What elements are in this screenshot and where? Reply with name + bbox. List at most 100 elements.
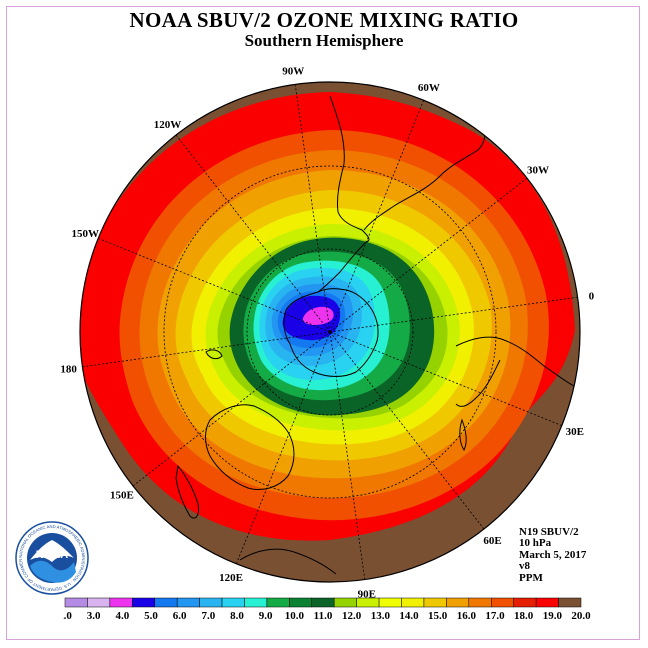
colorbar-swatch	[266, 597, 290, 608]
meridian-line	[329, 100, 425, 333]
colorbar-label: 8.0	[230, 610, 244, 622]
meridian-line	[329, 331, 366, 580]
colorbar-swatch	[468, 597, 492, 608]
colorbar-swatch	[199, 597, 223, 608]
colorbar-swatch	[154, 597, 178, 608]
latitude-circle-60	[246, 248, 414, 416]
colorbar-label: 18.0	[514, 610, 534, 622]
colorbar-label: 19.0	[543, 610, 563, 622]
australia-coast	[205, 404, 295, 490]
colorbar-label: 13.0	[371, 610, 391, 622]
colorbar-label: 12.0	[342, 610, 362, 622]
colorbar-swatch	[535, 597, 559, 608]
colorbar-label: 17.0	[485, 610, 505, 622]
longitude-label: 90E	[358, 588, 376, 600]
longitude-label: 90W	[282, 66, 304, 78]
colorbar-swatch	[401, 597, 425, 608]
date-text: March 5, 2017	[519, 548, 587, 561]
meridian-line	[98, 237, 331, 333]
colorbar-swatch	[132, 597, 155, 608]
latitude-circle-30	[163, 165, 497, 499]
colorbar-label: 16.0	[457, 610, 477, 622]
longitude-label: 120W	[154, 119, 182, 131]
band-3	[302, 306, 334, 325]
africa-coast	[455, 336, 575, 387]
kerguelen	[205, 349, 223, 360]
antarctic-peninsula	[317, 241, 367, 293]
noaa-logo: NOAA NATIONAL OCEANIC AND ATMOSPHERIC AD…	[14, 520, 89, 595]
colorbar-swatch	[289, 597, 313, 608]
south-america-coast	[329, 95, 370, 243]
colorbar-labels: 2.0 3.0 4.0 5.0 6.0 7.0 8.0 9.0 10.0 11.0 12.0 13.0…	[63, 610, 591, 622]
logo-text: NOAA	[36, 549, 68, 561]
colorbar-swatch	[558, 597, 582, 608]
colorbar-label: 15.0	[428, 610, 448, 622]
colorbar-swatch	[311, 597, 335, 608]
meridian-line	[294, 84, 331, 333]
longitude-label: 180	[60, 364, 77, 376]
meridian-line	[329, 296, 578, 333]
colorbar-swatch	[491, 597, 514, 608]
colorbar: 2.0 3.0 4.0 5.0 6.0 7.0 8.0 9.0 10.0 11.0 12.0 13.0…	[63, 597, 591, 622]
colorbar-swatch	[333, 597, 357, 608]
colorbar-label: 20.0	[571, 610, 591, 622]
colorbar-swatch	[64, 597, 88, 608]
meridians	[82, 84, 578, 580]
colorbar-swatch	[109, 597, 133, 608]
africa-south	[455, 359, 501, 407]
ozone-contours	[80, 82, 580, 582]
satellite-text: N19 SBUV/2	[519, 526, 579, 538]
colorbar-swatch	[244, 597, 268, 608]
coastlines	[175, 85, 575, 575]
new-zealand	[175, 464, 199, 519]
colorbar-label: 9.0	[259, 610, 273, 622]
meridian-line	[235, 331, 331, 564]
colorbar-swatch	[378, 597, 402, 608]
colorbar-swatch	[446, 597, 470, 608]
colorbar-label: 10.0	[285, 610, 305, 622]
colorbar-swatch	[221, 597, 245, 608]
info-block: N19 SBUV/2 10 hPa March 5, 2017 v8 PPM	[519, 526, 587, 584]
meridian-line	[82, 331, 331, 368]
longitude-label: 30E	[566, 426, 584, 438]
meridian-line	[329, 177, 528, 333]
longitude-labels: 90W 60W 30W 0 30E 60E 90E 120E 150E 180 150W 120W	[60, 66, 594, 601]
colorbar-label: 7.0	[201, 610, 215, 622]
longitude-label: 30W	[527, 164, 549, 176]
colorbar-swatch	[176, 597, 200, 608]
longitude-label: 60E	[483, 535, 501, 547]
madagascar	[459, 418, 467, 451]
longitude-label: 150E	[110, 490, 134, 502]
map-subtitle: Southern Hemisphere	[244, 31, 404, 50]
units-text: PPM	[519, 571, 543, 584]
colorbar-label: 5.0	[144, 610, 158, 622]
meridian-line	[132, 331, 331, 487]
longitude-label: 120E	[219, 572, 243, 584]
colorbar-label: 2.0	[63, 610, 72, 622]
colorbar-label: 11.0	[314, 610, 333, 622]
colorbar-label: 6.0	[173, 610, 187, 622]
plot-frame	[6, 6, 640, 640]
meridian-line	[329, 331, 562, 427]
indonesia-islands	[239, 548, 337, 575]
longitude-label: 150W	[71, 228, 99, 240]
level-text: 10 hPa	[519, 537, 552, 550]
colorbar-label: 14.0	[399, 610, 419, 622]
colorbar-swatch	[513, 597, 537, 608]
colorbar-label: 3.0	[87, 610, 101, 622]
colorbar-boxes	[64, 597, 582, 608]
longitude-label: 0	[589, 290, 595, 302]
colorbar-swatch	[356, 597, 380, 608]
antarctica-coast	[283, 288, 379, 377]
colorbar-label: 4.0	[115, 610, 129, 622]
colorbar-swatch	[423, 597, 447, 608]
longitude-label: 60W	[418, 82, 440, 94]
version-text: v8	[519, 560, 530, 573]
colorbar-swatch	[87, 597, 111, 608]
map-title: NOAA SBUV/2 OZONE MIXING RATIO	[129, 8, 519, 32]
graticule	[82, 84, 578, 580]
meridian-line	[175, 134, 331, 333]
map-border	[79, 81, 581, 583]
